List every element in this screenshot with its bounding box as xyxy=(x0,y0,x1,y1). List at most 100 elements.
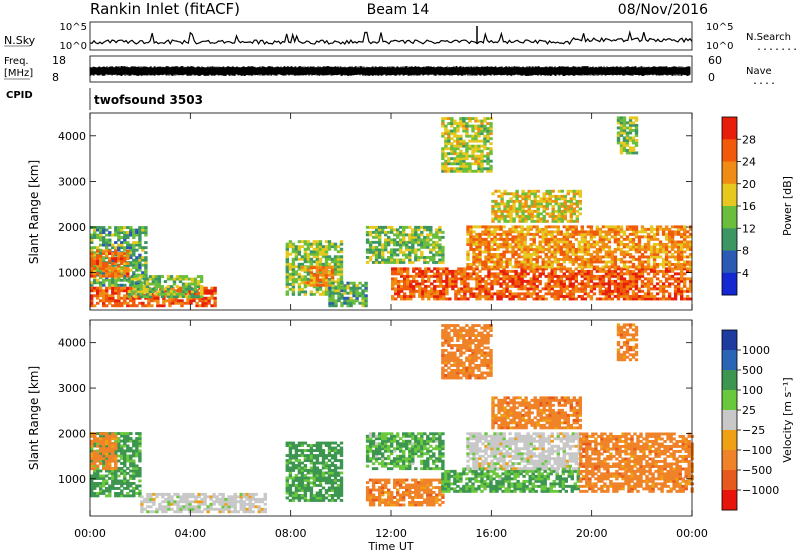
power-cell xyxy=(505,233,508,236)
power-cell xyxy=(460,270,463,273)
power-cell xyxy=(114,279,117,282)
power-cell xyxy=(566,230,569,233)
power-cell xyxy=(210,304,213,307)
power-cell xyxy=(551,253,554,256)
power-cell xyxy=(176,285,179,288)
y-tick-label: 1000 xyxy=(58,267,86,280)
power-cell xyxy=(355,289,358,292)
power-cell xyxy=(493,230,496,233)
power-cell xyxy=(677,287,680,290)
power-cell xyxy=(584,266,587,269)
power-cell xyxy=(686,261,689,264)
power-cell xyxy=(487,266,490,269)
power-cell xyxy=(361,302,364,305)
power-cell xyxy=(453,120,456,123)
power-cell xyxy=(620,282,623,285)
power-cell xyxy=(566,267,569,270)
power-cell xyxy=(656,282,659,285)
power-cell xyxy=(659,287,662,290)
power-cell xyxy=(457,287,460,290)
power-cell xyxy=(520,230,523,233)
power-cell xyxy=(632,243,635,246)
power-cell xyxy=(174,299,177,302)
power-cell xyxy=(442,270,445,273)
power-cell xyxy=(560,270,563,273)
power-cell xyxy=(511,251,514,254)
power-cell xyxy=(581,275,584,278)
power-cell xyxy=(403,282,406,285)
power-cell xyxy=(433,280,436,283)
power-cell xyxy=(514,246,517,249)
power-cell xyxy=(620,147,623,150)
power-cell xyxy=(508,238,511,241)
power-cell xyxy=(369,231,372,234)
power-cell xyxy=(665,251,668,254)
power-cell xyxy=(117,229,120,232)
power-cell xyxy=(608,270,611,273)
power-cell xyxy=(496,295,499,298)
velocity-cell xyxy=(93,445,96,448)
power-cell xyxy=(331,266,334,269)
velocity-cell xyxy=(123,472,126,475)
power-cell xyxy=(517,287,520,290)
power-cell xyxy=(454,272,457,275)
power-cell xyxy=(533,275,536,278)
power-cell xyxy=(475,275,478,278)
power-cell xyxy=(514,241,517,244)
power-cell xyxy=(123,287,126,290)
power-cell xyxy=(496,256,499,259)
velocity-cell xyxy=(99,482,102,485)
power-cell xyxy=(677,263,680,266)
power-cell xyxy=(593,235,596,238)
power-cell xyxy=(397,290,400,293)
power-cell xyxy=(144,251,147,254)
power-cell xyxy=(396,248,399,251)
power-cell xyxy=(102,250,105,253)
power-cell xyxy=(480,122,483,125)
power-cell xyxy=(402,259,405,262)
power-cell xyxy=(304,278,307,281)
power-cell xyxy=(542,235,545,238)
power-cell xyxy=(647,298,650,301)
power-cell xyxy=(531,212,534,215)
power-cell xyxy=(489,130,492,133)
power-cell xyxy=(387,261,390,264)
power-cell xyxy=(453,132,456,135)
power-cell xyxy=(563,298,566,301)
power-cell xyxy=(322,263,325,266)
power-cell xyxy=(599,241,602,244)
power-cell xyxy=(433,272,436,275)
power-cell xyxy=(579,195,582,198)
power-cell xyxy=(430,282,433,285)
power-cell xyxy=(530,246,533,249)
power-cell xyxy=(453,135,456,138)
power-cell xyxy=(396,241,399,244)
power-cell xyxy=(626,266,629,269)
power-cell xyxy=(328,271,331,274)
power-cell xyxy=(558,220,561,223)
power-cell xyxy=(515,192,518,195)
power-cell xyxy=(644,261,647,264)
power-cell xyxy=(423,259,426,262)
power-cell xyxy=(477,145,480,148)
power-cell xyxy=(483,142,486,145)
power-cell xyxy=(499,290,502,293)
power-cell xyxy=(143,275,146,278)
velocity-cell xyxy=(90,475,93,478)
power-cell xyxy=(463,272,466,275)
power-cell xyxy=(536,277,539,280)
station-title: Rankin Inlet (fitACF) xyxy=(90,0,240,18)
power-cell xyxy=(514,251,517,254)
power-cell xyxy=(617,243,620,246)
power-cell xyxy=(563,251,566,254)
power-cell xyxy=(608,228,611,231)
power-cell xyxy=(567,192,570,195)
power-cell xyxy=(138,226,141,229)
power-cell xyxy=(481,295,484,298)
velocity-cell xyxy=(102,475,105,478)
power-cell xyxy=(668,261,671,264)
power-cell xyxy=(378,248,381,251)
power-cell xyxy=(575,280,578,283)
power-cell xyxy=(523,263,526,266)
